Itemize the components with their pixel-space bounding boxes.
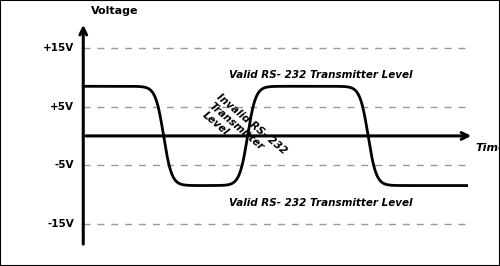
- Text: +15V: +15V: [43, 43, 74, 53]
- Text: +5V: +5V: [50, 102, 74, 112]
- Text: -15V: -15V: [48, 218, 74, 228]
- Text: Valid RS- 232 Transmitter Level: Valid RS- 232 Transmitter Level: [229, 198, 412, 208]
- Text: Time: Time: [476, 143, 500, 153]
- Text: Voltage: Voltage: [90, 6, 138, 16]
- Text: Invalid RS- 232
Transmitter
Level: Invalid RS- 232 Transmitter Level: [200, 92, 289, 174]
- Text: Valid RS- 232 Transmitter Level: Valid RS- 232 Transmitter Level: [229, 70, 412, 80]
- Text: -5V: -5V: [54, 160, 74, 170]
